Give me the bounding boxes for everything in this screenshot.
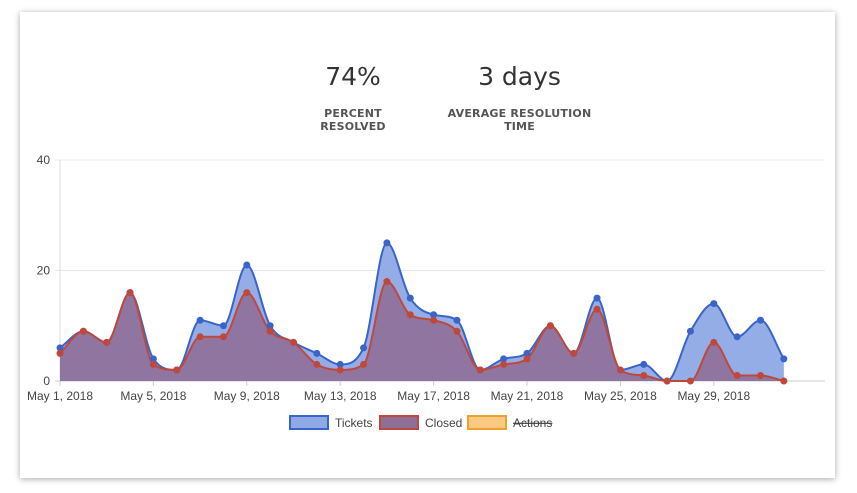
closed-point (56, 349, 64, 357)
tickets-point (406, 294, 414, 302)
closed-point (266, 327, 274, 335)
closed-point (616, 366, 624, 374)
tickets-point (266, 322, 274, 330)
tickets-point (453, 316, 461, 324)
tickets-point (500, 355, 508, 363)
tickets-point (336, 360, 344, 368)
closed-point (336, 366, 344, 374)
legend-label-tickets: Tickets (335, 416, 373, 430)
legend-label-closed: Closed (425, 416, 462, 430)
closed-point (430, 316, 438, 324)
stat-percent-resolved: 74% PERCENT RESOLVED (293, 62, 413, 133)
x-tick-label: May 29, 2018 (677, 389, 750, 403)
stat-value: 3 days (478, 62, 561, 91)
closed-point (219, 333, 227, 341)
closed-point (360, 360, 368, 368)
closed-point (173, 366, 181, 374)
closed-point (126, 289, 134, 297)
stat-label: AVERAGE RESOLUTION TIME (447, 107, 592, 133)
closed-point (663, 377, 671, 385)
tickets-area-chart: 0 20 40 May 1, 2018 May 5, 2018 May 9, 2018 Ma… (27, 153, 825, 430)
tickets-point (593, 294, 601, 302)
tickets-point (149, 355, 157, 363)
x-tick-label: May 21, 2018 (491, 389, 564, 403)
tickets-point (313, 349, 321, 357)
x-tick-label: May 17, 2018 (397, 389, 470, 403)
legend-item-actions[interactable]: Actions (467, 415, 552, 430)
stat-label: PERCENT RESOLVED (320, 107, 386, 133)
closed-point (640, 371, 648, 379)
closed-point (500, 360, 508, 368)
x-tick-label: May 13, 2018 (304, 389, 377, 403)
legend-swatch-actions (467, 415, 507, 430)
closed-point (79, 327, 87, 335)
closed-point (406, 311, 414, 319)
x-tick-label: May 5, 2018 (120, 389, 186, 403)
y-tick-label: 20 (37, 264, 51, 278)
legend-swatch-closed (379, 415, 419, 430)
x-tick-label: May 1, 2018 (27, 389, 93, 403)
closed-point (149, 360, 157, 368)
closed-point (546, 322, 554, 330)
closed-point (757, 371, 764, 379)
tickets-point (56, 344, 64, 352)
tickets-point (430, 311, 438, 319)
closed-point (686, 377, 694, 385)
closed-point (780, 377, 788, 385)
tickets-point (360, 344, 368, 352)
tickets-point (780, 355, 788, 363)
tickets-point (196, 316, 204, 324)
tickets-point (523, 349, 531, 357)
closed-point (593, 305, 601, 313)
closed-point (570, 349, 578, 357)
closed-point (523, 355, 531, 363)
y-tick-label: 40 (37, 153, 51, 167)
closed-point (103, 338, 111, 346)
closed-point (733, 371, 741, 379)
stat-value: 74% (325, 62, 381, 91)
tickets-point (219, 322, 227, 330)
closed-point (710, 338, 718, 346)
stat-average-resolution-time: 3 days AVERAGE RESOLUTION TIME (432, 62, 607, 133)
tickets-point (733, 333, 741, 341)
closed-point (476, 366, 484, 374)
closed-point (196, 333, 204, 341)
legend-swatch-tickets (289, 415, 329, 430)
tickets-point (710, 300, 718, 308)
closed-point (383, 278, 391, 286)
tickets-point (243, 261, 251, 269)
x-tick-label: May 9, 2018 (214, 389, 280, 403)
tickets-point (383, 239, 391, 247)
closed-point (290, 338, 297, 346)
closed-point (243, 289, 251, 297)
legend-item-tickets[interactable]: Tickets (289, 415, 373, 430)
legend-item-closed[interactable]: Closed (379, 415, 462, 430)
closed-point (313, 360, 321, 368)
tickets-point (757, 316, 764, 324)
y-tick-label: 0 (43, 374, 50, 388)
closed-area (60, 281, 784, 381)
closed-point (453, 327, 461, 335)
x-tick-label: May 25, 2018 (584, 389, 657, 403)
dashboard-card: 74% PERCENT RESOLVED 3 days AVERAGE RESO… (20, 12, 835, 478)
legend-label-actions: Actions (513, 416, 552, 430)
tickets-point (686, 327, 694, 335)
tickets-point (640, 360, 648, 368)
